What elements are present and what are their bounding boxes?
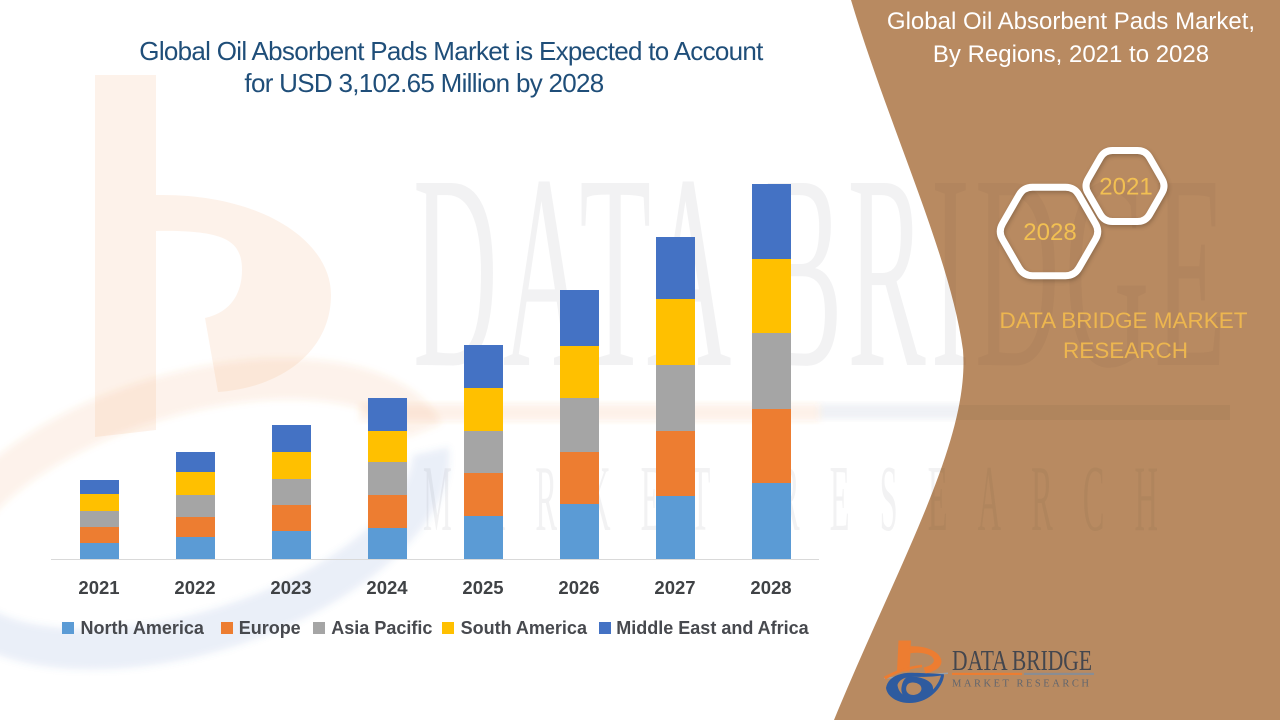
svg-text:2028: 2028 bbox=[1023, 219, 1076, 246]
svg-text:DATA BRIDGE: DATA BRIDGE bbox=[952, 645, 1092, 677]
svg-text:2021: 2021 bbox=[1099, 174, 1152, 201]
svg-text:MARKET RESEARCH: MARKET RESEARCH bbox=[952, 679, 1092, 690]
